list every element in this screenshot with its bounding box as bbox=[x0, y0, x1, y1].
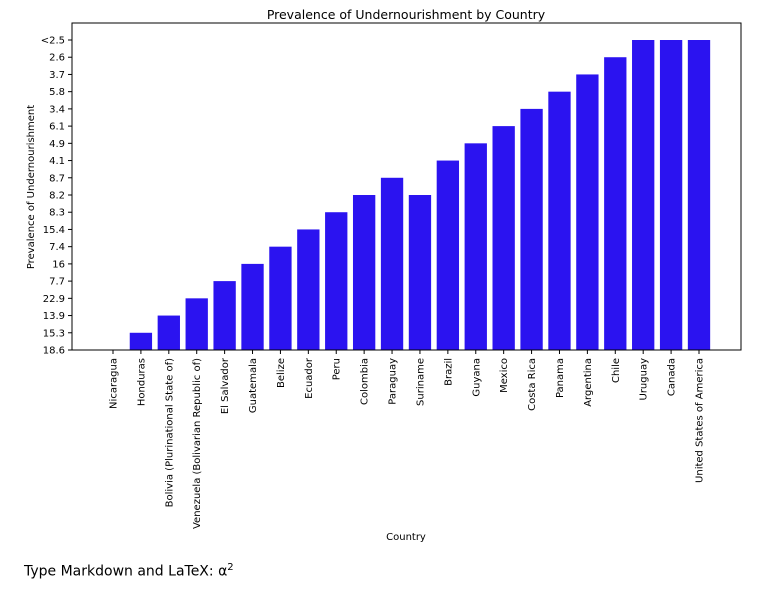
x-tick-label: Peru bbox=[332, 358, 343, 380]
y-axis-ticks: 18.6 15.3 13.9 22.9 7.7 16 7.4 15.4 8.3 8.2 8.7 4.1… bbox=[41, 36, 72, 357]
x-tick-label: Brazil bbox=[443, 358, 454, 386]
y-tick-label: 2.6 bbox=[49, 53, 65, 64]
plot-frame bbox=[71, 22, 742, 351]
y-tick-label: 13.9 bbox=[43, 311, 65, 322]
y-tick-label: 15.4 bbox=[43, 225, 65, 236]
y-tick-label: 4.1 bbox=[49, 156, 65, 167]
x-tick-label: Venezuela (Bolivarian Republic of) bbox=[192, 358, 203, 529]
y-tick-label: <2.5 bbox=[41, 36, 65, 47]
y-tick-label: 15.3 bbox=[43, 328, 65, 339]
x-axis-ticks: Nicaragua Honduras Bolivia (Plurinational … bbox=[109, 350, 706, 529]
bar bbox=[659, 40, 683, 350]
bar bbox=[157, 315, 180, 350]
y-tick-label: 8.3 bbox=[49, 208, 65, 219]
bar bbox=[297, 229, 320, 350]
bar bbox=[436, 160, 460, 350]
x-tick-label: Belize bbox=[276, 358, 287, 388]
markdown-text: Type Markdown and LaTeX: α bbox=[24, 563, 228, 580]
chart-title: Prevalence of Undernourishment by Countr… bbox=[267, 7, 546, 22]
y-tick-label: 18.6 bbox=[43, 346, 65, 357]
bar bbox=[520, 108, 543, 350]
x-axis-label: Country bbox=[386, 532, 426, 543]
x-tick-label: United States of America bbox=[695, 358, 706, 483]
y-tick-label: 7.4 bbox=[49, 242, 65, 253]
bar bbox=[269, 246, 292, 350]
x-tick-label: Suriname bbox=[415, 358, 426, 406]
markdown-cell[interactable]: Type Markdown and LaTeX: α2 bbox=[24, 562, 234, 580]
bar bbox=[604, 57, 627, 350]
bar bbox=[352, 195, 376, 350]
y-tick-label: 16 bbox=[52, 259, 65, 270]
x-tick-label: Guyana bbox=[471, 358, 482, 397]
x-tick-label: Honduras bbox=[136, 358, 147, 406]
bar bbox=[464, 143, 487, 350]
x-tick-label: El Salvador bbox=[220, 357, 231, 414]
x-tick-label: Canada bbox=[667, 358, 678, 396]
bar bbox=[185, 298, 208, 350]
bar bbox=[213, 281, 236, 350]
x-tick-label: Guatemala bbox=[248, 358, 259, 413]
bar bbox=[576, 74, 599, 350]
y-tick-label: 6.1 bbox=[49, 122, 65, 133]
y-tick-label: 22.9 bbox=[43, 294, 65, 305]
y-tick-label: 7.7 bbox=[49, 277, 65, 288]
bar bbox=[408, 195, 432, 350]
x-tick-label: Paraguay bbox=[388, 358, 399, 405]
x-tick-label: Colombia bbox=[360, 358, 371, 405]
bar bbox=[632, 40, 655, 350]
y-axis-label: Prevalence of Undernourishment bbox=[26, 105, 37, 269]
x-tick-label: Bolivia (Plurinational State of) bbox=[164, 358, 175, 507]
x-tick-label: Chile bbox=[611, 358, 622, 383]
bars bbox=[129, 40, 711, 351]
x-tick-label: Ecuador bbox=[304, 357, 315, 399]
y-tick-label: 4.9 bbox=[49, 139, 65, 150]
y-tick-label: 8.7 bbox=[49, 173, 65, 184]
x-tick-label: Uruguay bbox=[639, 358, 650, 401]
x-tick-label: Mexico bbox=[499, 358, 510, 393]
bar bbox=[380, 177, 404, 350]
bar bbox=[129, 332, 153, 350]
y-tick-label: 3.7 bbox=[49, 70, 65, 81]
x-tick-label: Costa Rica bbox=[527, 358, 538, 411]
x-tick-label: Panama bbox=[555, 358, 566, 398]
bar bbox=[325, 212, 348, 350]
y-tick-label: 8.2 bbox=[49, 191, 65, 202]
markdown-superscript: 2 bbox=[227, 562, 234, 573]
x-tick-label: Nicaragua bbox=[109, 358, 120, 409]
bar bbox=[687, 40, 711, 350]
y-tick-label: 3.4 bbox=[49, 104, 65, 115]
bar bbox=[241, 263, 264, 350]
bar bbox=[492, 126, 515, 350]
bar-chart: Prevalence of Undernourishment by Countr… bbox=[26, 7, 742, 543]
y-tick-label: 5.8 bbox=[49, 87, 65, 98]
bar bbox=[548, 91, 571, 351]
x-tick-label: Argentina bbox=[583, 358, 594, 407]
